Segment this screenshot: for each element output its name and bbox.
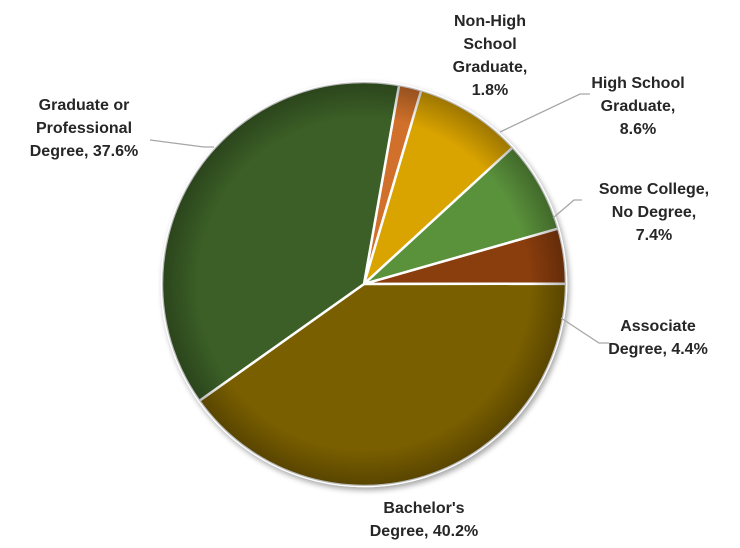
slice-label-line: Associate [620,318,696,335]
leader-lines [149,93,609,344]
pie-slices [160,80,568,488]
slice-label-line: Graduate or [39,97,130,114]
leader-line-some-college-no-degree [552,199,582,219]
leader-line-high-school-graduate [499,93,590,133]
slice-label-associate-degree: Associate Degree, 4.4% [608,318,708,358]
slice-label-line: School [463,36,516,53]
slice-label-line: Degree, 40.2% [370,523,479,540]
slice-label-line: Graduate, [601,98,676,115]
slice-label-line: Professional [36,120,132,137]
slice-label-line: High School [591,75,684,92]
slice-label-line: Some College, [599,181,709,198]
leader-line-associate-degree [560,317,609,344]
slice-label-line: Degree, 4.4% [608,341,708,358]
slice-label-graduate-or-professional-degree: Graduate or Professional Degree, 37.6% [30,97,139,160]
slice-label-line: Degree, 37.6% [30,143,139,160]
slice-label-line: 7.4% [636,227,672,244]
slice-label-bachelor-s-degree: Bachelor's Degree, 40.2% [370,500,479,540]
slice-label-high-school-graduate: High School Graduate, 8.6% [591,75,684,138]
leader-line-graduate-or-professional-degree [149,139,214,148]
slice-labels: Non-High School Graduate, 1.8% High School Gr… [30,13,709,540]
slice-label-non-high-school-graduate: Non-High School Graduate, 1.8% [453,13,528,99]
slice-label-line: 1.8% [472,82,508,99]
slice-label-line: 8.6% [620,121,656,138]
slice-label-line: Graduate, [453,59,528,76]
slice-label-line: Non-High [454,13,526,30]
slice-label-line: No Degree, [612,204,696,221]
slice-label-some-college-no-degree: Some College, No Degree, 7.4% [599,181,709,244]
slice-label-line: Bachelor's [383,500,464,517]
